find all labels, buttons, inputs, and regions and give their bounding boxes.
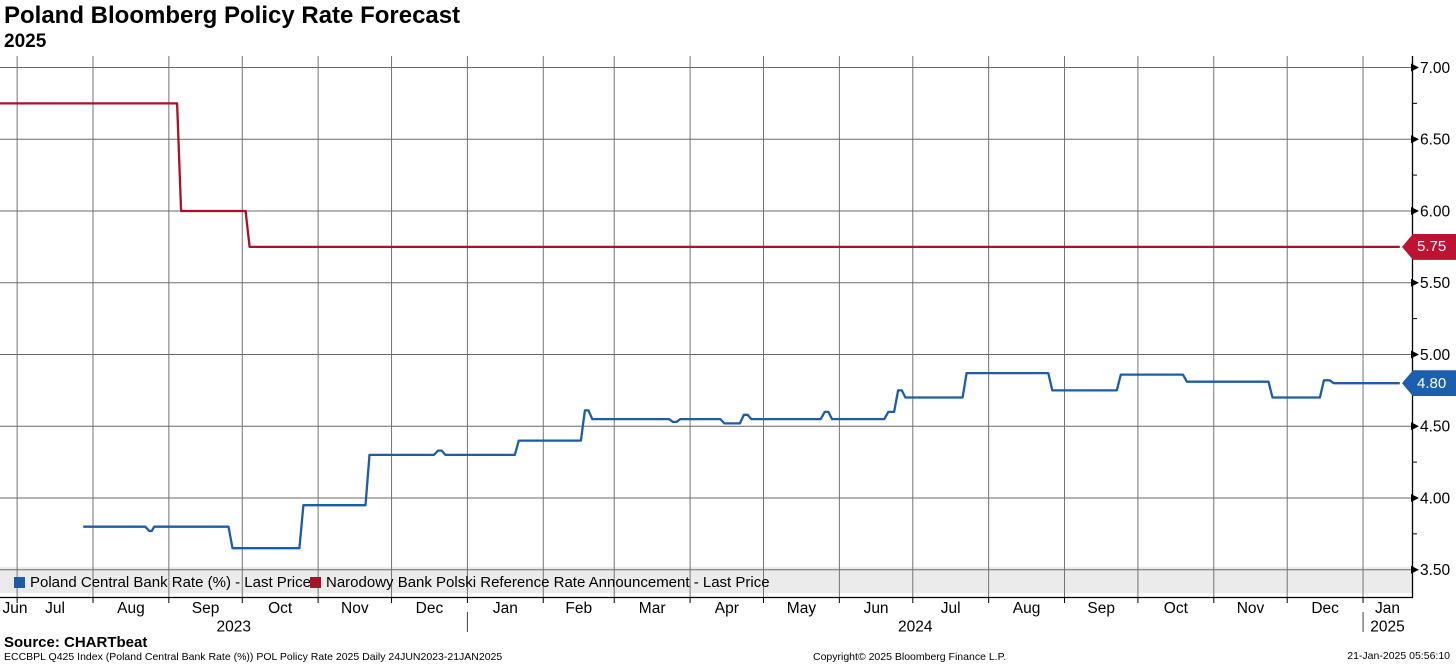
x-tick-label: Aug bbox=[117, 600, 145, 617]
x-tick-label: Jan bbox=[1375, 600, 1400, 617]
source-label: Source: CHARTbeat bbox=[4, 634, 148, 651]
legend-band bbox=[0, 567, 1412, 593]
copyright-label: Copyright© 2025 Bloomberg Finance L.P. bbox=[813, 651, 1007, 663]
poland-central-bank-rate-line bbox=[83, 371, 1400, 550]
y-tick-label: 4.50 bbox=[1420, 419, 1451, 436]
page-subtitle: 2025 bbox=[4, 31, 47, 52]
year-label: 2023 bbox=[216, 619, 250, 636]
year-label: 2025 bbox=[1370, 619, 1404, 636]
x-tick-label: Nov bbox=[341, 600, 369, 617]
last-price-badge-forecast: 4.80 bbox=[1402, 370, 1456, 397]
x-tick-label: Feb bbox=[565, 600, 592, 617]
legend-item-nbp-reference-rate[interactable]: Narodowy Bank Polski Reference Rate Anno… bbox=[310, 571, 770, 593]
legend-label-poland-central-bank-rate: Poland Central Bank Rate (%) - Last Pric… bbox=[30, 573, 311, 591]
legend-item-poland-central-bank-rate[interactable]: Poland Central Bank Rate (%) - Last Pric… bbox=[14, 571, 311, 593]
y-tick-label: 7.00 bbox=[1420, 60, 1451, 77]
x-tick-label: Oct bbox=[268, 600, 293, 617]
y-tick-label: 6.00 bbox=[1420, 203, 1451, 220]
x-tick-label: Dec bbox=[1311, 600, 1339, 617]
y-tick-arrow-icon bbox=[1411, 350, 1419, 359]
y-tick-arrow-icon bbox=[1411, 135, 1419, 144]
y-tick-arrow-icon bbox=[1411, 278, 1419, 287]
x-tick-label: Nov bbox=[1237, 600, 1265, 617]
y-tick-label: 6.50 bbox=[1420, 132, 1451, 149]
last-price-value-nbp: 5.75 bbox=[1417, 238, 1447, 256]
y-tick-arrow-icon bbox=[1411, 493, 1419, 502]
index-info-label: ECCBPL Q425 Index (Poland Central Bank R… bbox=[4, 651, 503, 663]
y-tick-label: 5.00 bbox=[1420, 347, 1451, 364]
nbp-reference-rate-line bbox=[0, 102, 1400, 249]
last-price-badge-nbp: 5.75 bbox=[1402, 233, 1456, 260]
y-tick-arrow-icon bbox=[1411, 565, 1419, 574]
x-tick-label: Jul bbox=[45, 600, 65, 617]
y-tick-label: 3.50 bbox=[1420, 562, 1451, 579]
last-price-value-forecast: 4.80 bbox=[1417, 374, 1447, 392]
legend-label-nbp-reference-rate: Narodowy Bank Polski Reference Rate Anno… bbox=[326, 573, 770, 591]
x-tick-label: Jul bbox=[941, 600, 961, 617]
y-tick-label: 5.50 bbox=[1420, 275, 1451, 292]
page-title: Poland Bloomberg Policy Rate Forecast bbox=[4, 2, 461, 29]
x-tick-label: Sep bbox=[192, 600, 220, 617]
y-tick-arrow-icon bbox=[1411, 422, 1419, 431]
legend-swatch-red-icon bbox=[310, 576, 321, 588]
timestamp-label: 21-Jan-2025 05:56:10 bbox=[1347, 650, 1450, 662]
y-tick-label: 4.00 bbox=[1420, 490, 1451, 507]
legend-swatch-blue-icon bbox=[14, 576, 25, 588]
x-tick-label: Jan bbox=[493, 600, 518, 617]
x-tick-label: Jun bbox=[3, 600, 28, 617]
x-tick-label: Jun bbox=[864, 600, 889, 617]
year-label: 2024 bbox=[898, 619, 933, 636]
y-tick-arrow-icon bbox=[1411, 206, 1419, 215]
x-tick-label: Sep bbox=[1087, 600, 1115, 617]
x-tick-label: Oct bbox=[1164, 600, 1189, 617]
x-tick-label: Aug bbox=[1013, 600, 1041, 617]
x-tick-label: May bbox=[787, 600, 817, 617]
x-tick-label: Apr bbox=[715, 600, 739, 617]
y-tick-arrow-icon bbox=[1411, 63, 1419, 72]
x-tick-label: Mar bbox=[639, 600, 666, 617]
x-tick-label: Dec bbox=[416, 600, 444, 617]
